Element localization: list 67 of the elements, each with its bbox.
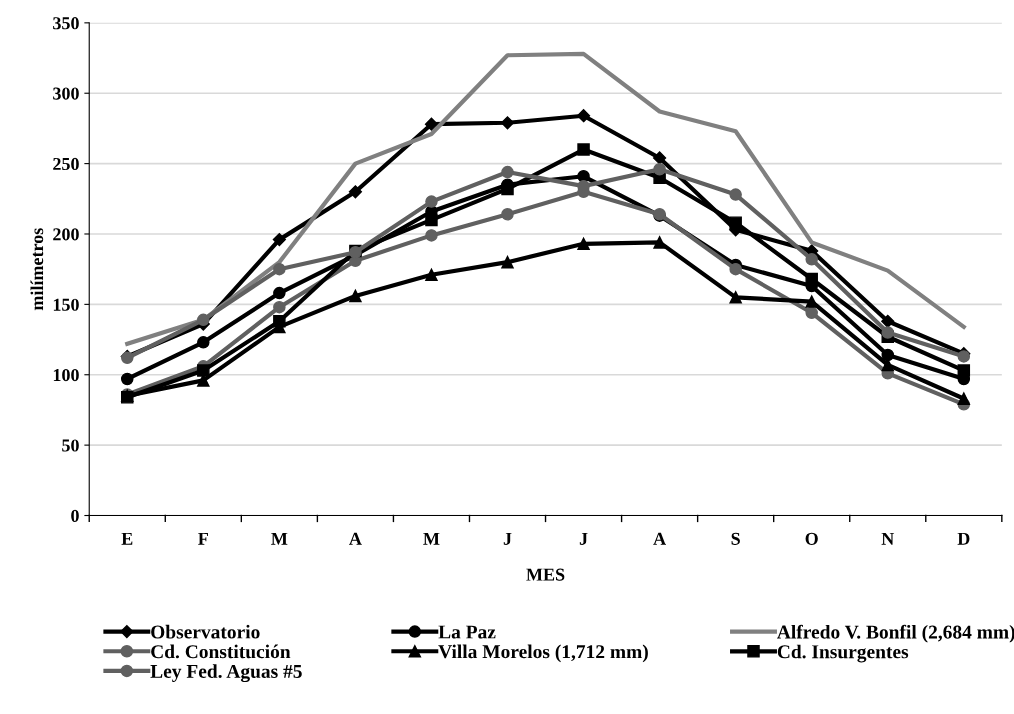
- point: [729, 216, 742, 229]
- point: [957, 364, 971, 377]
- x-tick-label: J: [579, 532, 588, 545]
- point: [348, 185, 362, 199]
- point: [881, 314, 895, 328]
- y-tick-label: 350: [53, 17, 79, 30]
- point: [501, 182, 514, 196]
- point: [729, 291, 742, 304]
- point: [577, 143, 590, 156]
- legend-label: La Paz: [438, 625, 496, 639]
- y-tick-label: 50: [62, 439, 79, 452]
- point: [577, 237, 590, 251]
- point: [197, 364, 210, 377]
- y-axis-title: milímetros: [30, 228, 44, 311]
- point: [881, 326, 895, 339]
- legend-label: Observatorio: [151, 624, 260, 639]
- y-tick-label: 150: [53, 298, 79, 311]
- legend-label: Cd. Constitución: [151, 644, 291, 659]
- point: [957, 392, 971, 405]
- x-tick-label: A: [349, 532, 362, 545]
- legend-label: Villa Morelos (1,712 mm): [438, 644, 648, 663]
- point: [501, 165, 514, 179]
- y-tick-label: 100: [53, 369, 79, 382]
- x-tick-label: M: [271, 532, 288, 545]
- point: [349, 289, 362, 303]
- point: [729, 262, 742, 276]
- legend-label: Alfredo V. Bonfil (2,684 mm): [777, 624, 1014, 643]
- point: [273, 286, 286, 300]
- point: [197, 313, 210, 327]
- point: [121, 372, 134, 386]
- x-tick-label: O: [805, 532, 818, 545]
- point: [273, 315, 286, 328]
- point: [805, 306, 818, 320]
- point: [576, 109, 591, 123]
- x-tick-label: S: [731, 532, 740, 545]
- point: [425, 195, 438, 208]
- x-tick-label: F: [198, 532, 208, 545]
- x-tick-label: N: [881, 532, 895, 545]
- x-tick-label: J: [503, 532, 512, 545]
- point: [500, 116, 515, 130]
- point: [501, 255, 514, 269]
- point: [425, 229, 438, 242]
- x-tick-label: E: [121, 532, 133, 545]
- point: [653, 151, 667, 165]
- y-tick-label: 250: [53, 157, 79, 171]
- point: [653, 236, 666, 249]
- point: [273, 262, 286, 276]
- point: [653, 162, 666, 176]
- y-tick-label: 0: [71, 509, 79, 522]
- y-tick-label: 200: [53, 228, 79, 241]
- point: [272, 233, 286, 247]
- x-axis-title: MES: [526, 568, 565, 581]
- point: [501, 208, 514, 221]
- point: [273, 300, 286, 314]
- x-tick-label: A: [653, 532, 666, 545]
- point: [425, 268, 438, 282]
- point: [805, 253, 818, 266]
- point: [881, 348, 895, 362]
- legend-label: Cd. Insurgentes: [777, 644, 909, 663]
- line-series: [125, 51, 966, 346]
- point: [197, 336, 210, 349]
- point: [729, 188, 742, 201]
- legend-label: Ley Fed. Aguas #5: [150, 664, 302, 683]
- y-tick-label: 300: [53, 87, 79, 100]
- x-tick-label: D: [957, 532, 970, 545]
- point: [425, 213, 438, 227]
- x-tick-label: M: [423, 532, 440, 545]
